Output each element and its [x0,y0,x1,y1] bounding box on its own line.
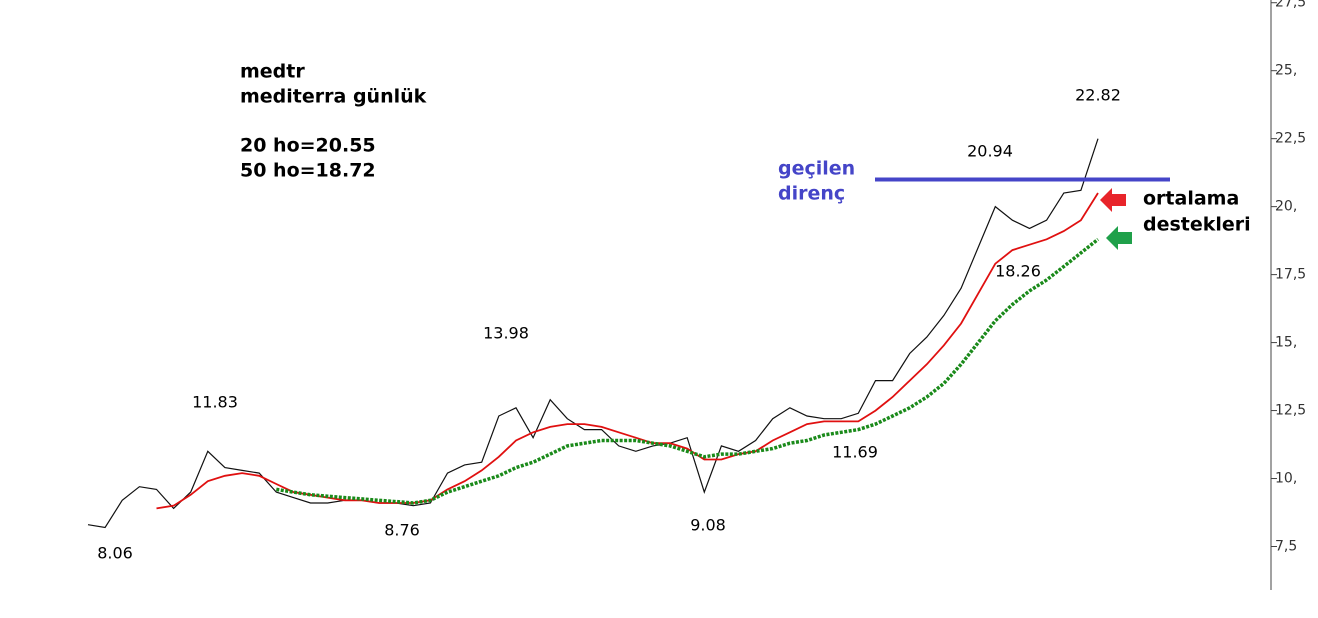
red-arrow [1100,188,1126,212]
price-annotation: 22.82 [1075,86,1121,105]
resistance-label: geçilen [778,158,855,180]
price-annotation: 20.94 [967,142,1013,161]
y-tick-label: 7,5 [1275,538,1297,554]
series-line [87,138,1099,529]
info-line: mediterra günlük [240,86,427,108]
y-tick-label: 17,5 [1275,267,1306,283]
price-annotation: 18.26 [995,262,1041,281]
y-tick-label: 22,5 [1275,131,1306,147]
price-annotation: 13.98 [483,324,529,343]
price-annotation: 11.69 [832,443,878,462]
info-line: medtr [240,61,305,83]
y-tick-label: 15, [1275,335,1297,351]
y-tick-label: 12,5 [1275,403,1306,419]
resistance-label: direnç [778,183,845,205]
price-annotation: 8.06 [97,544,133,563]
y-tick-label: 10, [1275,471,1297,487]
y-tick-label: 25, [1275,63,1297,79]
series-line [276,237,1100,505]
price-annotation: 8.76 [384,521,420,540]
y-tick-label: 20, [1275,199,1297,215]
series-line [156,192,1099,510]
support-label: destekleri [1143,214,1251,236]
info-line: 50 ho=18.72 [240,160,376,182]
price-annotation: 9.08 [690,516,726,535]
support-label: ortalama [1143,188,1239,210]
y-tick-label: 27,5 [1275,0,1306,11]
green-arrow [1106,226,1132,250]
price-annotation: 11.83 [192,393,238,412]
info-line: 20 ho=20.55 [240,135,376,157]
